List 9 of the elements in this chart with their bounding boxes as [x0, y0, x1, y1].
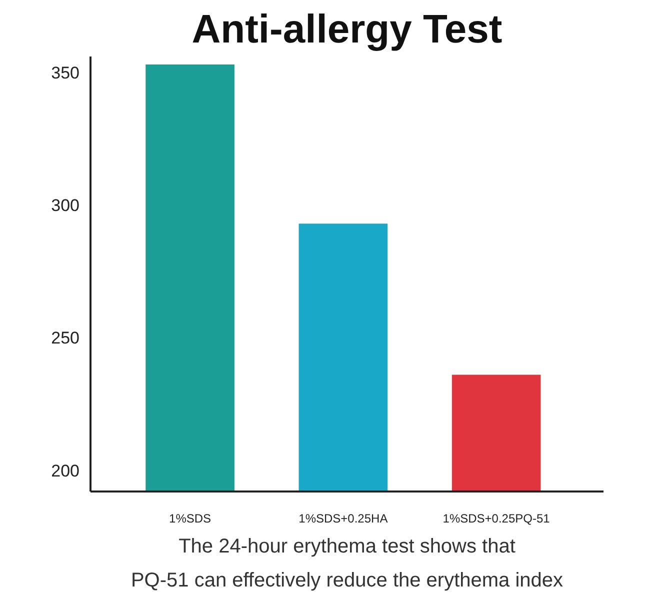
text: The 24-hour erythema test shows that PQ-51 can effectively reduce the erythema index [130, 536, 564, 592]
y-tick-label: 350 [51, 63, 80, 82]
y-tick-label: 300 [51, 196, 80, 216]
chart-title: Anti-allergy Test [192, 8, 502, 52]
y-tick-label: 250 [51, 328, 80, 348]
x-tick-label: 1%SDS+0.25HA [298, 512, 388, 526]
x-tick-label: 1%SDS+0.25PQ-51 [442, 512, 550, 526]
x-tick-label: 1%SDS [169, 512, 212, 526]
y-tick-label: 200 [51, 461, 80, 480]
